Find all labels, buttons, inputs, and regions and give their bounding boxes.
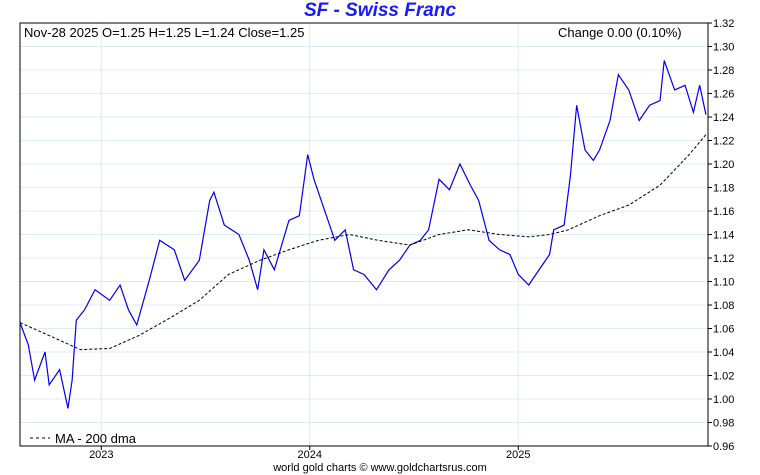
y-tick-label: 1.00 xyxy=(713,394,734,406)
chart-title: SF - Swiss Franc xyxy=(303,0,457,21)
y-tick-label: 1.18 xyxy=(713,183,734,195)
y-tick-label: 1.24 xyxy=(713,112,734,124)
footer-credit: world gold charts © www.goldchartsrus.co… xyxy=(273,462,487,474)
x-tick-label: 2025 xyxy=(506,449,530,461)
x-tick-label: 2024 xyxy=(298,449,322,461)
y-tick-label: 1.28 xyxy=(713,65,734,77)
ohlc-readout: Nov-28 2025 O=1.25 H=1.25 L=1.24 Close=1… xyxy=(24,25,305,40)
y-tick-label: 1.16 xyxy=(713,206,734,218)
y-tick-label: 1.26 xyxy=(713,89,734,101)
y-tick-label: 0.96 xyxy=(713,441,734,453)
x-tick-label: 2023 xyxy=(89,449,113,461)
y-tick-label: 1.12 xyxy=(713,253,734,265)
y-tick-label: 1.10 xyxy=(713,277,734,289)
price-line xyxy=(19,60,707,409)
y-tick-label: 1.08 xyxy=(713,300,734,312)
y-tick-label: 1.02 xyxy=(713,371,734,383)
y-tick-label: 1.22 xyxy=(713,136,734,148)
plot-frame xyxy=(19,22,709,447)
y-tick-label: 1.20 xyxy=(713,159,734,171)
y-tick-label: 1.04 xyxy=(713,347,734,359)
y-tick-label: 0.98 xyxy=(713,418,734,430)
legend-ma-label: MA - 200 dma xyxy=(55,431,137,446)
y-tick-label: 1.30 xyxy=(713,42,734,54)
y-tick-label: 1.06 xyxy=(713,324,734,336)
y-tick-label: 1.32 xyxy=(713,18,734,30)
change-readout: Change 0.00 (0.10%) xyxy=(558,25,682,40)
ma-line xyxy=(19,134,707,351)
y-tick-label: 1.14 xyxy=(713,230,734,242)
